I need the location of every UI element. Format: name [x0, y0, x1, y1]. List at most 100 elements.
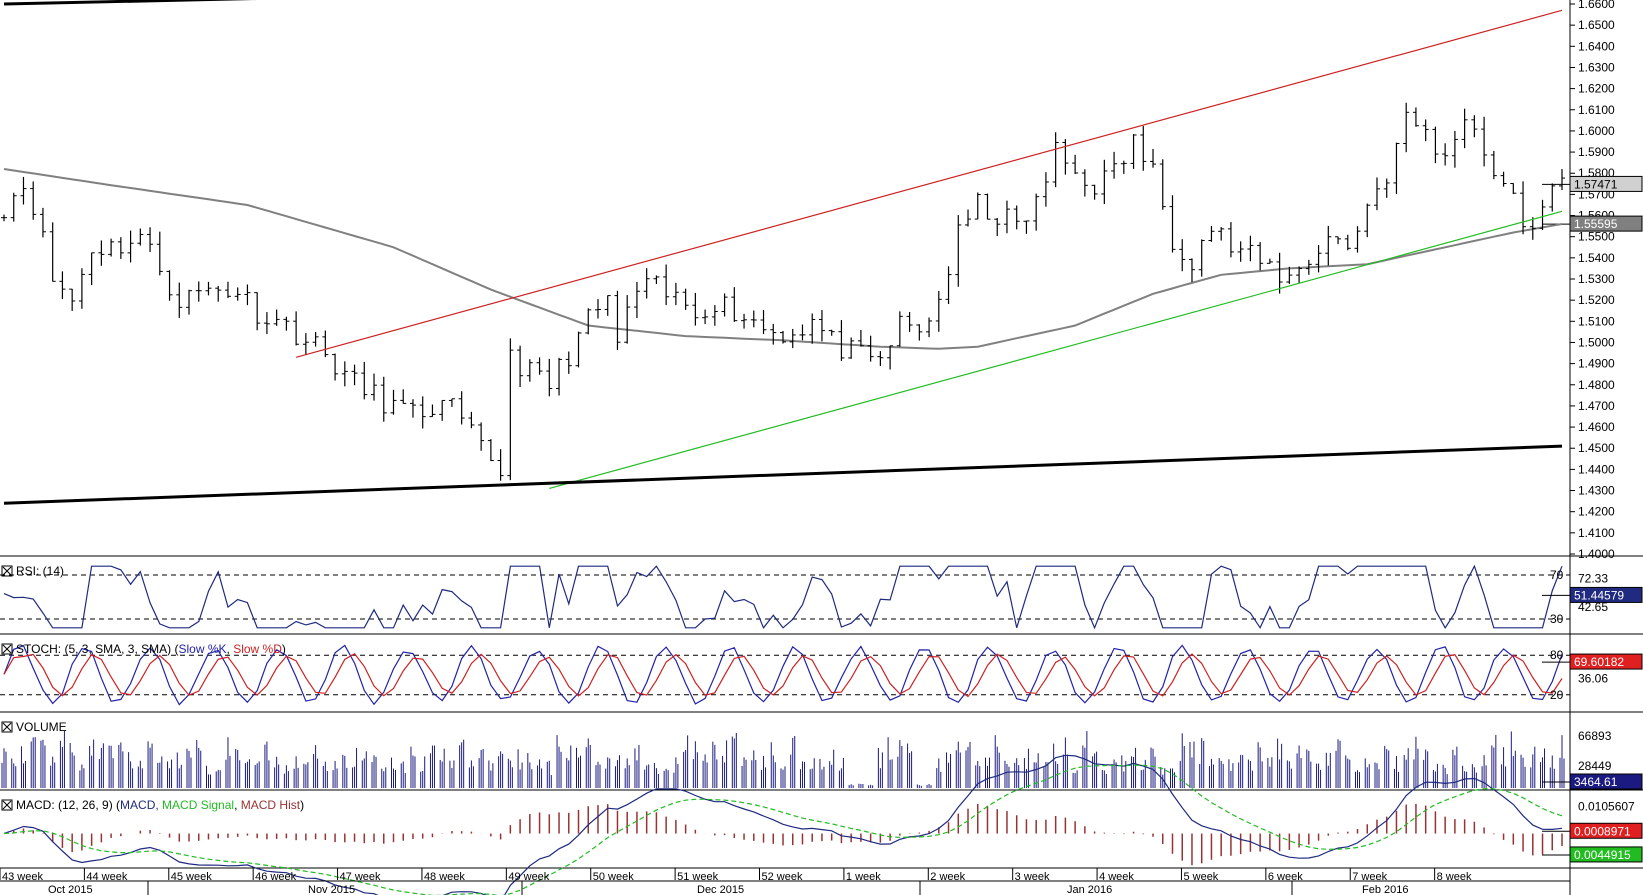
y-tick-label: 1.6500 — [1578, 18, 1615, 32]
y-tick-label: 1.5500 — [1578, 230, 1615, 244]
month-label: Dec 2015 — [697, 884, 744, 895]
rsi-tick-label: 30 — [1550, 612, 1564, 626]
macd-panel: 0.0105607 0.0008971 0.0044915 — [3, 754, 1643, 895]
volume-label: VOLUME — [16, 720, 67, 734]
week-label: 3 week — [1015, 871, 1050, 883]
week-label: 45 week — [171, 871, 212, 883]
macd-value-label: 0.0008971 — [1574, 824, 1631, 838]
week-label: 49 week — [508, 871, 549, 883]
month-label: Jan 2016 — [1067, 884, 1112, 895]
close-icon — [2, 644, 12, 654]
y-tick-label: 1.6000 — [1578, 124, 1615, 138]
volume-tick-label: 66893 — [1578, 729, 1612, 743]
y-tick-label: 1.4000 — [1578, 547, 1615, 561]
collapse-icon[interactable] — [1, 643, 13, 655]
y-tick-label: 1.4200 — [1578, 505, 1615, 519]
macd-tick-label: 0.0105607 — [1578, 800, 1635, 814]
stoch-panel: 80 36.06 20 69.60182 — [0, 644, 1643, 706]
trendline — [3, 444, 1563, 505]
week-label: 50 week — [593, 871, 634, 883]
week-label: 6 week — [1268, 871, 1303, 883]
week-label: 43 week — [2, 871, 43, 883]
month-label: Feb 2016 — [1362, 884, 1408, 895]
y-tick-label: 1.6300 — [1578, 60, 1615, 74]
y-tick-label: 1.4300 — [1578, 484, 1615, 498]
macd-line — [3, 754, 1563, 895]
collapse-icon[interactable] — [1, 799, 13, 811]
y-tick-label: 1.4800 — [1578, 378, 1615, 392]
last-price-label: 1.57471 — [1574, 177, 1618, 191]
macd-signal-value-label: 0.0044915 — [1574, 848, 1631, 862]
week-label: 2 week — [930, 871, 965, 883]
week-label: 46 week — [255, 871, 296, 883]
stoch-tick-label: 36.06 — [1578, 671, 1608, 685]
trendline — [549, 210, 1563, 490]
y-tick-label: 1.6200 — [1578, 82, 1615, 96]
y-tick-label: 1.5000 — [1578, 335, 1615, 349]
month-label: Oct 2015 — [48, 884, 93, 895]
y-tick-label: 1.4400 — [1578, 462, 1615, 476]
volume-tick-label: 28449 — [1578, 759, 1612, 773]
rsi-tick-label: 70 — [1550, 568, 1564, 582]
price-bars — [1, 102, 1565, 481]
stoch-value-label: 69.60182 — [1574, 655, 1624, 669]
macd-label: MACD: (12, 26, 9) (MACD, MACD Signal, MA… — [16, 798, 304, 812]
week-label: 5 week — [1183, 871, 1218, 883]
week-label: 48 week — [424, 871, 465, 883]
stoch-d-line — [3, 653, 1563, 698]
week-label: 52 week — [762, 871, 803, 883]
collapse-icon[interactable] — [1, 721, 13, 733]
price-axis: 1.6600 1.6500 1.6400 1.6300 1.6200 1.6100 1.60… — [1542, 0, 1643, 561]
rsi-line — [3, 564, 1563, 630]
week-label: 47 week — [340, 871, 381, 883]
stoch-k-line — [3, 644, 1563, 706]
y-tick-label: 1.4700 — [1578, 399, 1615, 413]
trendlines — [3, 0, 1563, 505]
y-tick-label: 1.6400 — [1578, 39, 1615, 53]
month-label: Nov 2015 — [308, 884, 355, 895]
y-tick-label: 1.5300 — [1578, 272, 1615, 286]
rsi-tick-label: 42.65 — [1578, 600, 1608, 614]
week-label: 4 week — [1099, 871, 1134, 883]
week-label: 44 week — [86, 871, 127, 883]
close-icon — [2, 566, 12, 576]
time-axis: 43 week 44 week 45 week 46 week 47 week 48 we… — [0, 868, 1570, 895]
y-tick-label: 1.4600 — [1578, 420, 1615, 434]
stoch-tick-label: 20 — [1550, 688, 1564, 702]
y-tick-label: 1.5100 — [1578, 314, 1615, 328]
y-tick-label: 1.6100 — [1578, 103, 1615, 117]
y-tick-label: 1.4900 — [1578, 357, 1615, 371]
trendline — [3, 0, 258, 6]
y-tick-label: 1.5900 — [1578, 145, 1615, 159]
stoch-label: STOCH: (5, 3, SMA, 3, SMA) (Slow %K, Slo… — [16, 642, 286, 656]
stoch-tick-label: 80 — [1550, 648, 1564, 662]
week-label: 1 week — [846, 871, 881, 883]
y-tick-label: 1.5200 — [1578, 293, 1615, 307]
trendline — [295, 9, 1563, 358]
week-label: 8 week — [1437, 871, 1472, 883]
macd-signal-line — [3, 764, 1563, 895]
week-label: 7 week — [1352, 871, 1387, 883]
rsi-title[interactable]: RSI: (14) — [1, 564, 64, 578]
close-icon — [2, 800, 12, 810]
y-tick-label: 1.6600 — [1578, 0, 1615, 11]
rsi-tick-label: 72.33 — [1578, 571, 1608, 585]
volume-value-label: 3464.61 — [1574, 775, 1618, 789]
ma-value-label: 1.55595 — [1574, 217, 1618, 231]
rsi-value-label: 51.44579 — [1574, 588, 1624, 602]
y-tick-label: 1.4500 — [1578, 441, 1615, 455]
rsi-panel: 70 72.33 42.65 30 51.44579 — [0, 564, 1643, 630]
rsi-label: RSI: (14) — [16, 564, 64, 578]
y-tick-label: 1.5400 — [1578, 251, 1615, 265]
volume-panel: 66893 28449 3464.61 — [1, 729, 1643, 790]
stoch-title[interactable]: STOCH: (5, 3, SMA, 3, SMA) (Slow %K, Slo… — [1, 642, 286, 656]
volume-title[interactable]: VOLUME — [1, 720, 67, 734]
collapse-icon[interactable] — [1, 565, 13, 577]
close-icon — [2, 722, 12, 732]
macd-title[interactable]: MACD: (12, 26, 9) (MACD, MACD Signal, MA… — [1, 798, 304, 812]
week-label: 51 week — [677, 871, 718, 883]
y-tick-label: 1.4100 — [1578, 526, 1615, 540]
